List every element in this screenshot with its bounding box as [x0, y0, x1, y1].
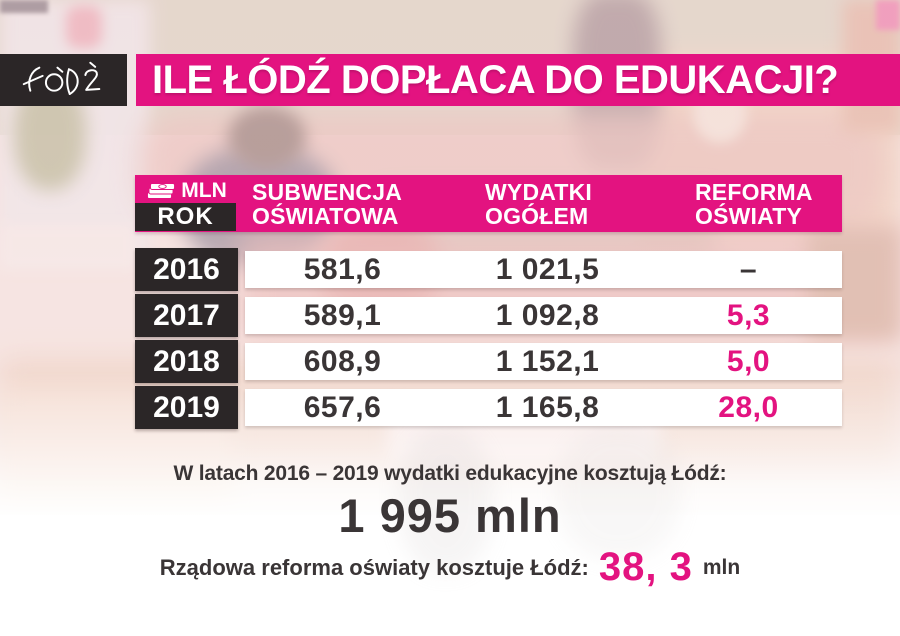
summary-section: W latach 2016 – 2019 wydatki edukacyjne …	[0, 462, 900, 590]
bg-flowerpot	[66, 6, 102, 48]
bg-ghost-figure	[556, 425, 681, 560]
table-row-2019: 2019 657,6 1 165,8 28,0	[135, 386, 842, 429]
column-header-reforma: REFORMA OŚWIATY	[695, 180, 813, 228]
year-cell: 2018	[135, 340, 238, 383]
values-cell: 657,6 1 165,8 28,0	[245, 389, 842, 426]
summary-line3: Rządowa reforma oświaty kosztuje Łódź: 3…	[0, 545, 900, 590]
bg-white-bottom	[0, 515, 900, 636]
column-header-subwencja: SUBWENCJA OŚWIATOWA	[252, 180, 402, 228]
values-cell: 608,9 1 152,1 5,0	[245, 343, 842, 380]
bg-ghost-figure	[398, 428, 493, 573]
bg-pink-sliver	[876, 0, 900, 30]
lodz-city-logo	[0, 54, 127, 106]
banknotes-icon	[146, 180, 176, 202]
value-reforma: 5,0	[726, 344, 771, 378]
reform-cost-value: 38, 3	[598, 545, 693, 589]
values-cell: 581,6 1 021,5 –	[245, 251, 842, 288]
column-header-line: OGÓŁEM	[485, 203, 589, 229]
unit-year-cell: MLN ROK	[135, 175, 238, 232]
reform-cost-unit: mln	[702, 555, 741, 579]
year-cell: 2017	[135, 294, 238, 337]
value-reforma: 28,0	[718, 390, 779, 424]
year-cell: 2019	[135, 386, 238, 429]
bg-dark-strip	[0, 0, 48, 13]
value-wydatki: 1 165,8	[495, 390, 600, 424]
value-subwencja: 657,6	[303, 390, 382, 424]
column-header-line: SUBWENCJA	[252, 179, 403, 205]
value-reforma: –	[739, 252, 758, 286]
lodz-logo-icon	[12, 57, 116, 103]
bg-radiator	[0, 224, 136, 270]
value-wydatki: 1 092,8	[495, 298, 600, 332]
year-header-label: ROK	[135, 203, 236, 231]
value-subwencja: 581,6	[303, 252, 382, 286]
page-title: ILE ŁÓDŹ DOPŁACA DO EDUKACJI?	[152, 57, 839, 102]
column-header-line: OŚWIATY	[695, 203, 803, 229]
table-header: MLN ROK SUBWENCJA OŚWIATOWA WYDATKI OGÓŁ…	[135, 175, 842, 232]
unit-row: MLN	[135, 178, 238, 204]
value-subwencja: 589,1	[303, 298, 382, 332]
title-bar: ILE ŁÓDŹ DOPŁACA DO EDUKACJI?	[136, 54, 900, 106]
table-row-2018: 2018 608,9 1 152,1 5,0	[135, 340, 842, 383]
year-cell: 2016	[135, 248, 238, 291]
value-reforma: 5,3	[726, 298, 771, 332]
column-header-line: REFORMA	[695, 179, 813, 205]
value-wydatki: 1 021,5	[495, 252, 600, 286]
column-header-line: OŚWIATOWA	[252, 203, 399, 229]
unit-label: MLN	[181, 179, 227, 202]
values-cell: 589,1 1 092,8 5,3	[245, 297, 842, 334]
summary-line1: W latach 2016 – 2019 wydatki edukacyjne …	[173, 462, 727, 485]
table-row-2016: 2016 581,6 1 021,5 –	[135, 248, 842, 291]
value-subwencja: 608,9	[303, 344, 382, 378]
column-header-wydatki: WYDATKI OGÓŁEM	[485, 180, 592, 228]
reform-cost-label: Rządowa reforma oświaty kosztuje Łódź:	[159, 554, 589, 580]
value-wydatki: 1 152,1	[495, 344, 600, 378]
bg-child-head	[228, 106, 306, 168]
column-header-line: WYDATKI	[485, 179, 593, 205]
table-row-2017: 2017 589,1 1 092,8 5,3	[135, 294, 842, 337]
summary-total: 1 995 mln	[338, 489, 562, 542]
